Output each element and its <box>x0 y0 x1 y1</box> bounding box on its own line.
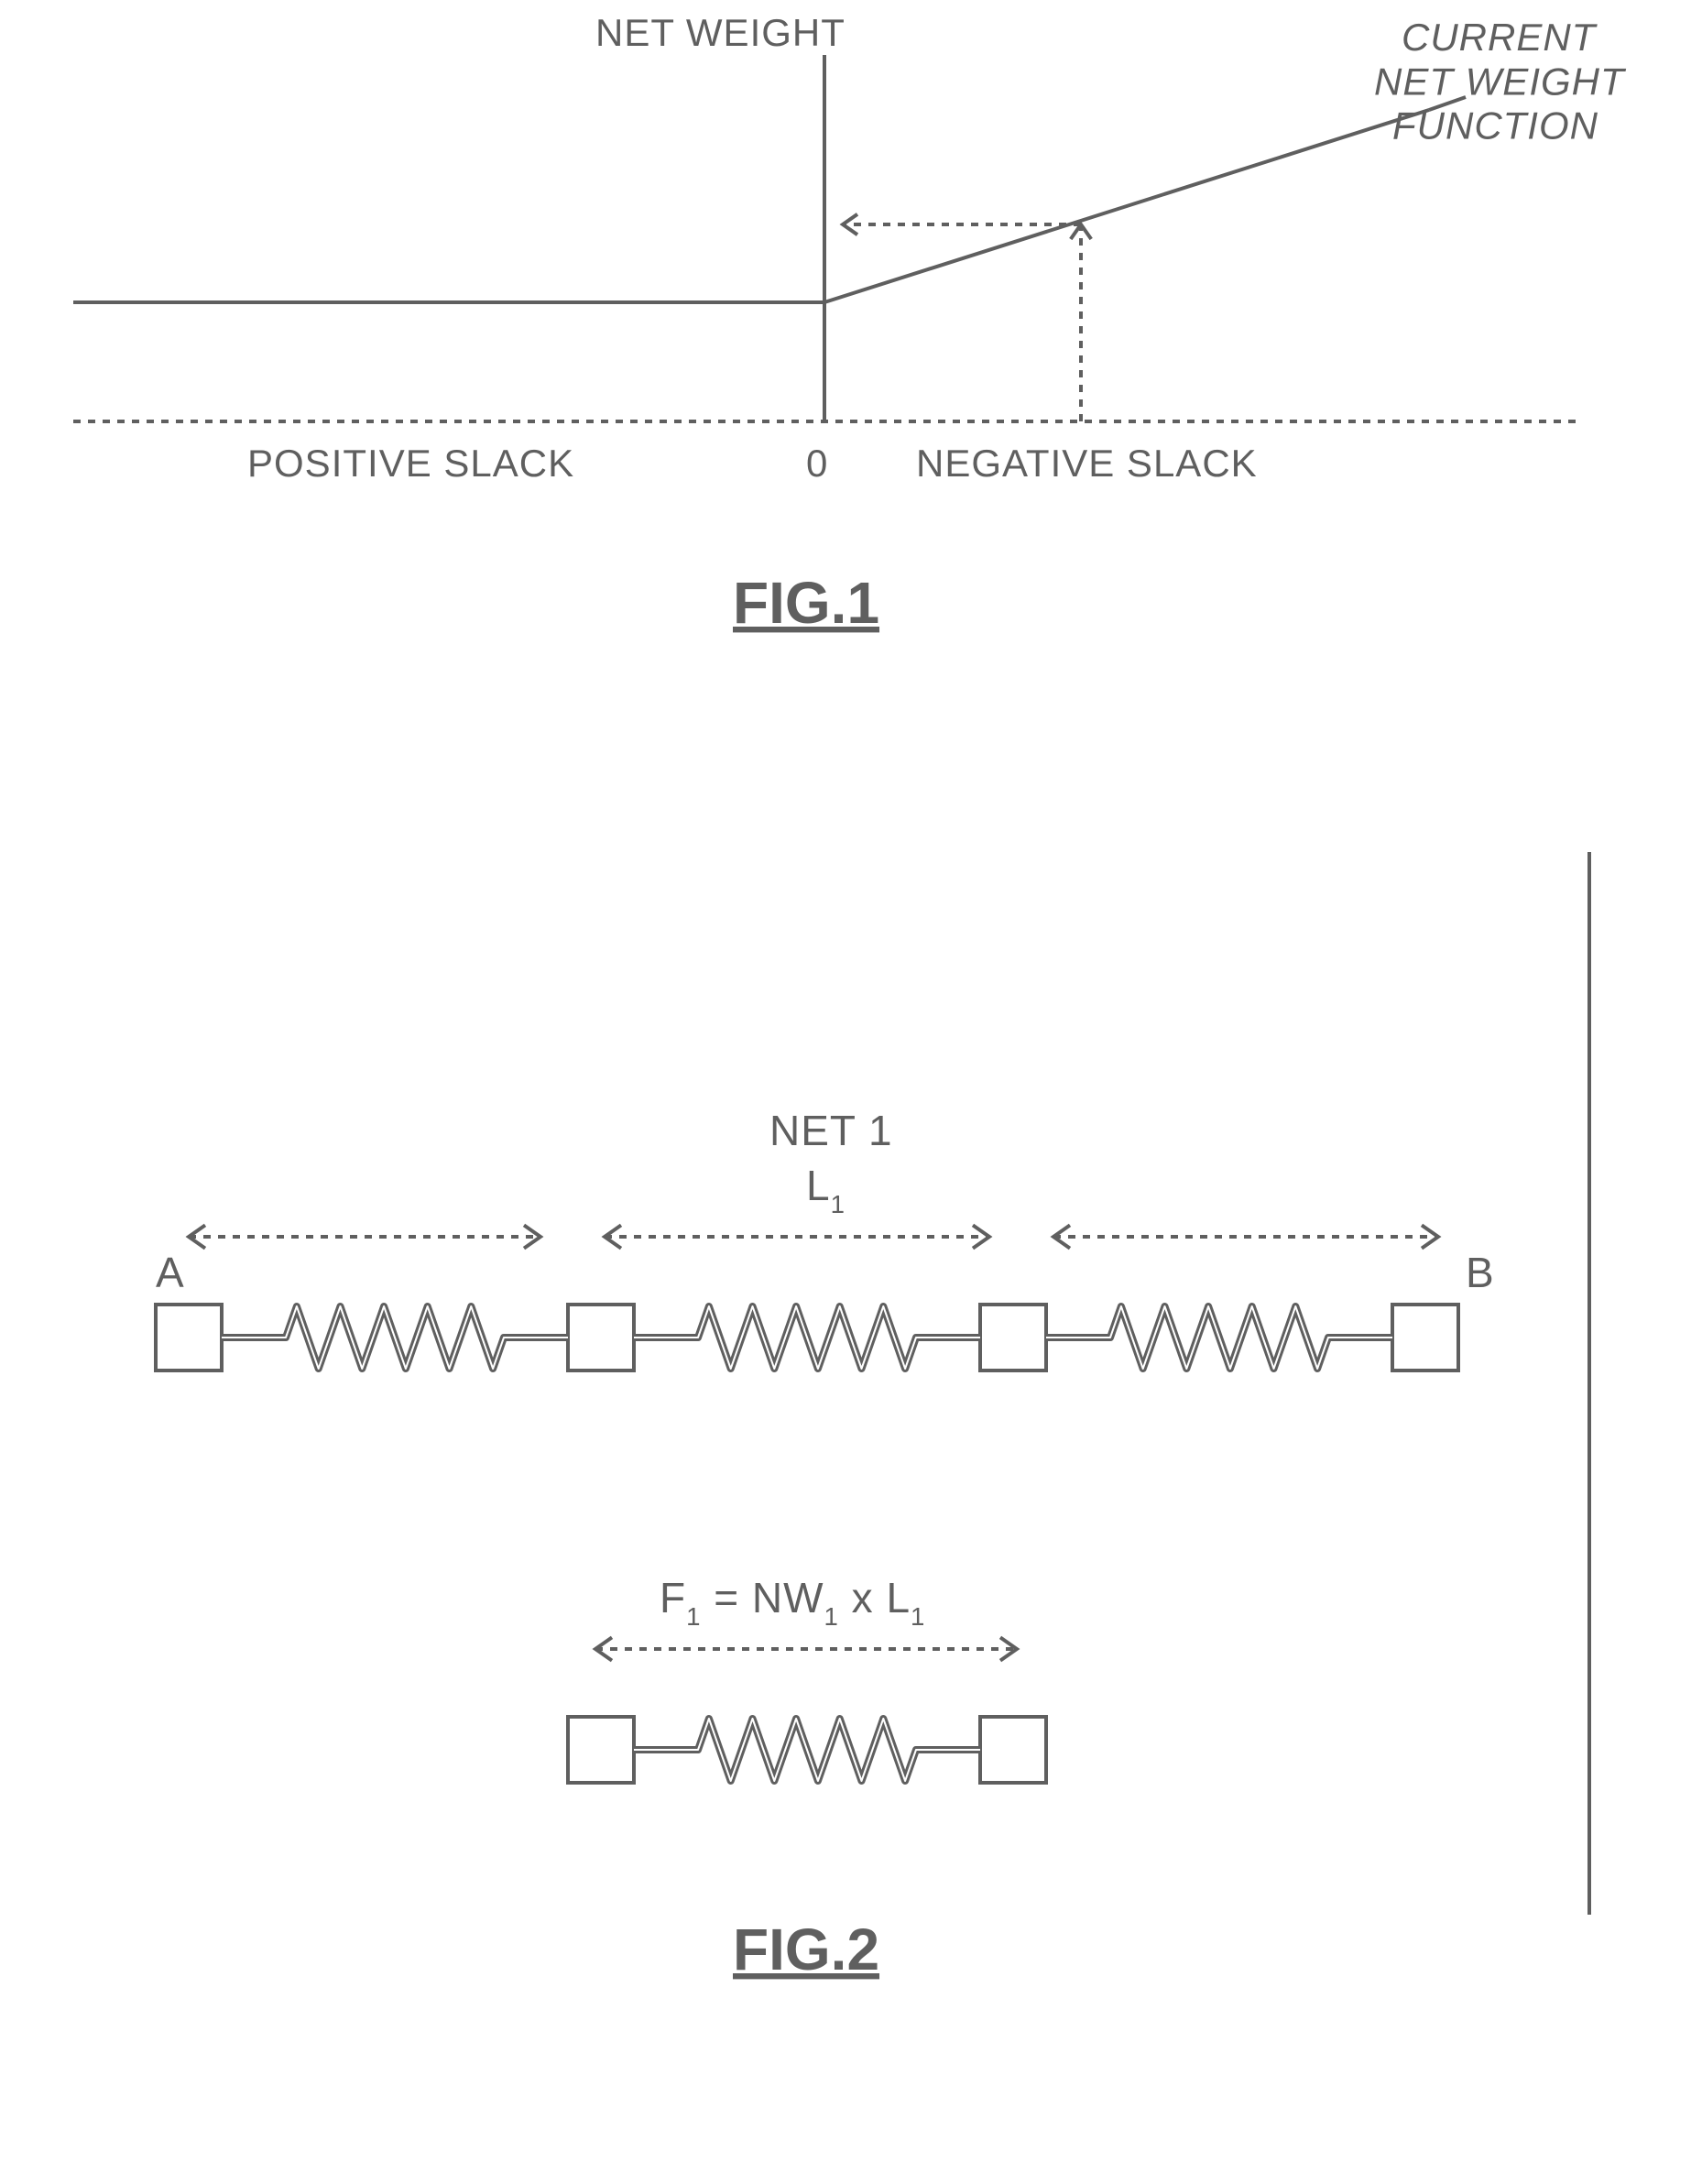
dim-arrow <box>1053 1225 1438 1248</box>
formula-label: F1 = NW1 x L1 <box>660 1574 925 1631</box>
spring-icon <box>222 1306 568 1369</box>
net1-length-label: L1 <box>806 1162 846 1218</box>
spring-icon <box>1046 1306 1392 1369</box>
spring-icon <box>634 1719 980 1781</box>
spring-icon <box>634 1306 980 1369</box>
node-box <box>980 1717 1046 1783</box>
fig1-caption: FIG.1 <box>733 570 879 636</box>
fig2: NET 1 L1 A B F1 = NW1 x L1 FIG.2 <box>156 852 1589 1982</box>
net1-title: NET 1 <box>769 1107 893 1154</box>
dim-arrow <box>189 1225 540 1248</box>
node-box <box>156 1305 222 1370</box>
x-right-label: NEGATIVE SLACK <box>916 442 1258 485</box>
dim-arrow <box>605 1225 989 1248</box>
fig1: NET WEIGHT CURRENTNET WEIGHTFUNCTION POSIT… <box>73 11 1627 636</box>
dim-arrow <box>595 1637 1017 1660</box>
node-box <box>568 1305 634 1370</box>
node-b-label: B <box>1466 1249 1495 1296</box>
node-box <box>980 1305 1046 1370</box>
fig2-caption: FIG.2 <box>733 1916 879 1982</box>
y-axis-label: NET WEIGHT <box>595 11 846 54</box>
slope-segment <box>824 110 1429 302</box>
node-box <box>568 1717 634 1783</box>
x-left-label: POSITIVE SLACK <box>247 442 574 485</box>
zero-label: 0 <box>806 442 828 485</box>
curve-label: CURRENTNET WEIGHTFUNCTION <box>1374 16 1627 147</box>
node-box <box>1392 1305 1458 1370</box>
node-a-label: A <box>156 1249 185 1296</box>
